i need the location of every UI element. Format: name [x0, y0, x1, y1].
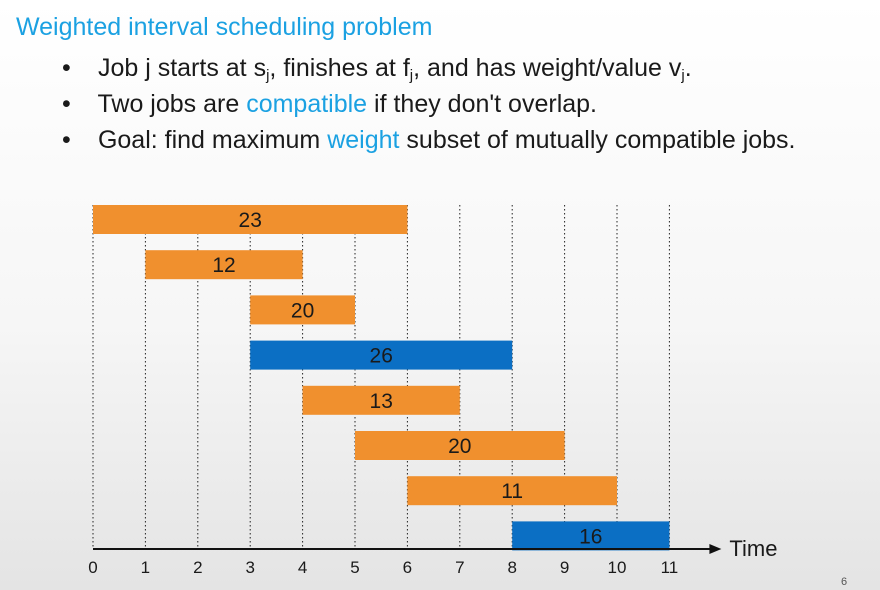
job-bar [302, 385, 460, 415]
bullet-marker: • [62, 126, 71, 154]
bullet-text: Goal: find maximum [97, 126, 328, 154]
tick-label: 1 [141, 558, 150, 577]
job-weight-label: 23 [239, 209, 262, 232]
highlighted-term: compatible [246, 90, 368, 118]
subscript: j [409, 67, 414, 84]
job-bar-highlighted [512, 521, 670, 551]
tick-label: 4 [298, 558, 307, 577]
bullet-marker: • [62, 90, 71, 118]
page-number: 6 [841, 576, 848, 588]
bullet-text: Job j starts at s [97, 54, 267, 82]
subscript: j [266, 67, 270, 84]
job-weight-label: 12 [212, 254, 235, 277]
job-weight-label: 26 [370, 345, 393, 368]
tick-label: 8 [507, 558, 516, 577]
bullet-marker: • [62, 54, 71, 82]
job-bar [355, 431, 565, 460]
bullet-item: • Goal: find maximum weight subset of mu… [62, 122, 796, 158]
job-bar [407, 476, 617, 506]
tick-label: 2 [193, 558, 202, 577]
bullet-text: , and has weight/value v [413, 54, 682, 82]
bullet-text: , finishes at f [269, 54, 410, 82]
job-bar-highlighted [250, 340, 513, 370]
job-bar [250, 295, 355, 325]
bullet-item: • Two jobs are compatible if they don't … [62, 86, 796, 122]
tick-label: 9 [560, 558, 569, 577]
bullet-text: . [684, 54, 692, 82]
tick-label: 7 [455, 558, 464, 577]
subscript: j [681, 67, 685, 84]
job-weight-label: 11 [501, 480, 523, 503]
tick-label: 11 [661, 558, 679, 577]
job-weight-label: 16 [579, 525, 602, 548]
bullet-item: • Job j starts at sj, finishes at fj, an… [62, 50, 796, 86]
bullet-text: Two jobs are [97, 90, 247, 118]
job-bar [93, 205, 408, 234]
job-weight-label: 13 [370, 390, 393, 413]
bullet-text: if they don't overlap. [367, 90, 598, 118]
job-bar [145, 250, 303, 280]
axis-label: Time [729, 536, 777, 561]
slide-title: Weighted interval scheduling problem [16, 13, 433, 41]
axis-arrow-icon [709, 544, 722, 554]
job-weight-label: 20 [291, 299, 314, 322]
tick-label: 3 [245, 558, 254, 577]
highlighted-term: weight [327, 126, 400, 154]
bullet-text: subset of mutually compatible jobs. [399, 126, 796, 154]
tick-label: 0 [88, 558, 97, 577]
tick-label: 5 [350, 558, 359, 577]
tick-label: 10 [608, 558, 627, 577]
bullet-list: • Job j starts at sj, finishes at fj, an… [62, 50, 796, 158]
job-weight-label: 20 [448, 435, 471, 458]
tick-label: 6 [403, 558, 412, 577]
